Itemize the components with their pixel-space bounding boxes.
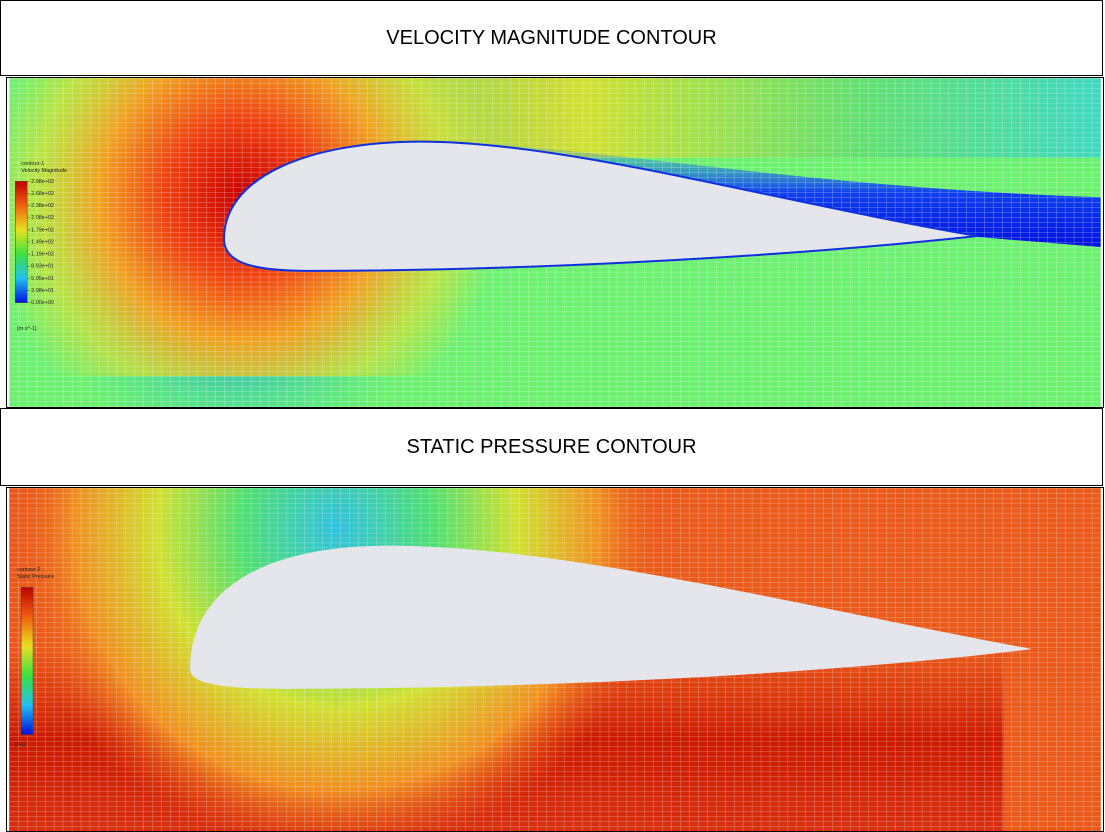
colorbar-label: 2.98e+02: [31, 179, 54, 185]
colorbar-label: 2.08e+02: [31, 215, 54, 221]
legend-name: contour-2: [17, 567, 40, 573]
colorbar-label: 1.79e+02: [31, 227, 54, 233]
colorbar-label: 2.98e+01: [31, 288, 54, 294]
section-title: VELOCITY MAGNITUDE CONTOUR: [0, 0, 1103, 76]
legend-quantity: Velocity Magnitude: [21, 168, 67, 174]
colorbar-label: 2.68e+02: [31, 191, 54, 197]
colorbar-label: 5.95e+01: [31, 276, 54, 282]
legend-name: contour-1: [21, 161, 44, 167]
colorbar-label: 1.19e+02: [31, 252, 54, 258]
colorbar: [21, 587, 33, 734]
legend-unit: [m s^-1]: [17, 326, 37, 332]
page: VELOCITY MAGNITUDE CONTOUR con: [0, 0, 1105, 832]
legend-unit: [Pa]: [15, 742, 25, 748]
colorbar: [15, 181, 27, 302]
colorbar-label: 2.38e+02: [31, 203, 54, 209]
pressure-contour: contour-2 Static Pressure [Pa]: [6, 487, 1104, 832]
colorbar-label: 8.93e+01: [31, 264, 54, 270]
velocity-contour: contour-1 Velocity Magnitude [m s^-1] 2.…: [6, 77, 1104, 408]
section-title: STATIC PRESSURE CONTOUR: [0, 408, 1103, 486]
legend-quantity: Static Pressure: [17, 574, 54, 580]
colorbar-label: 1.49e+02: [31, 239, 54, 245]
colorbar-label: 0.00e+00: [31, 300, 54, 306]
